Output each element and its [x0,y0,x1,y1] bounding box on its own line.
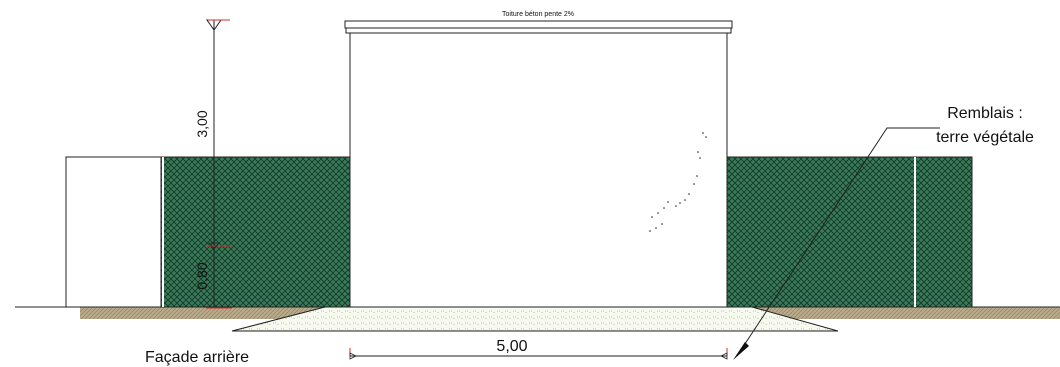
view-title: Façade arrière [145,349,249,366]
building-body [349,32,728,308]
roof-label: Toiture béton pente 2% [502,11,574,18]
callout-leader [736,127,940,357]
callout-line-1: Remblais : [947,105,1023,122]
dim-arrow-left-icon [349,352,357,360]
callout-arrow-icon [733,342,749,360]
right-hedge-wall [726,156,973,308]
left-panel [65,156,162,308]
dim-height-top-label: 3,00 [194,110,210,137]
middle-marker-icon [208,242,220,250]
embankment-fill [231,306,839,332]
roof-slab-bottom [345,27,732,34]
roof-slab-top [344,20,733,29]
dim-width-label: 5,00 [496,338,527,355]
dim-arrow-right-icon [720,352,728,360]
scatter-marks [649,132,707,232]
left-hedge-wall [160,156,351,308]
callout-line-2: terre végétale [936,129,1034,146]
dim-height-bottom-label: 0,80 [194,262,210,289]
